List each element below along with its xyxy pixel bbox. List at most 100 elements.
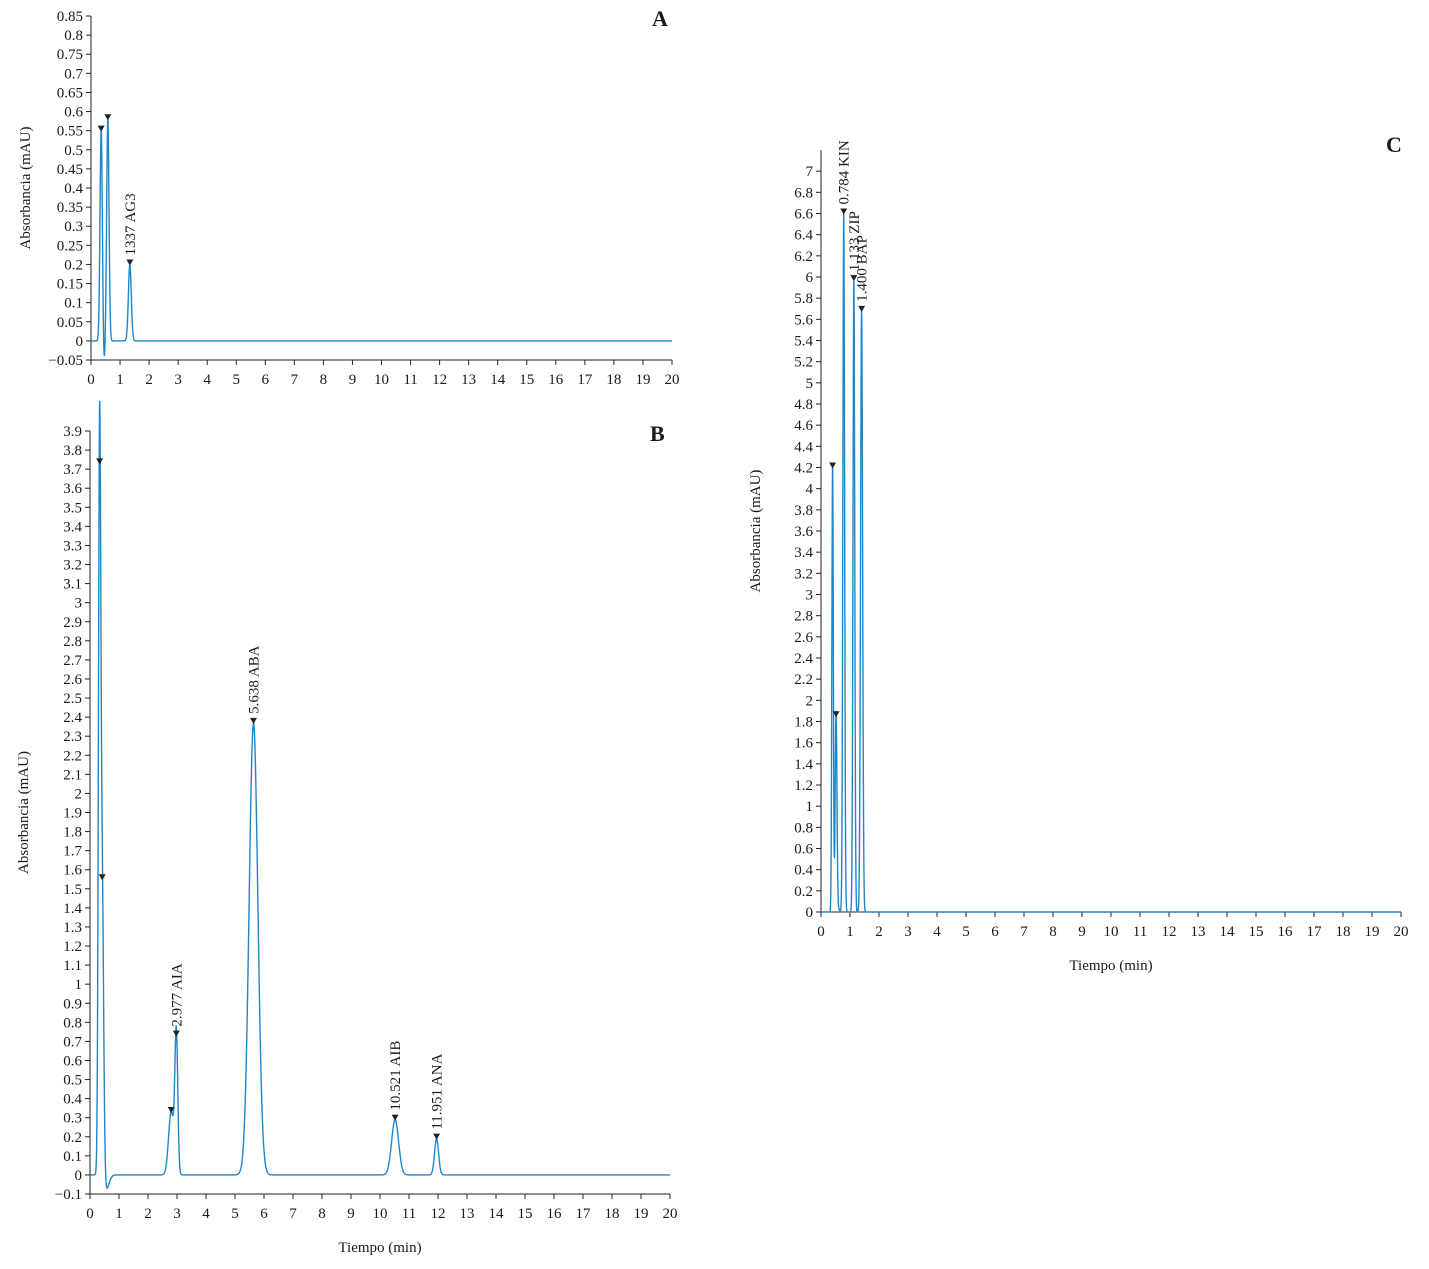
- panel-b-peak-marker: [250, 717, 258, 724]
- panel-c-y-tick-label: 1.6: [794, 736, 813, 752]
- panel-a-y-tick-label: 0.6: [64, 105, 83, 121]
- panel-c-letter: C: [1386, 132, 1402, 157]
- panel-c-peak-marker: [829, 462, 837, 469]
- panel-b-y-tick-label: 3.5: [63, 500, 82, 516]
- panel-c-x-tick-label: 15: [1249, 924, 1264, 940]
- panel-b-peak-label: 5.638 ABA: [247, 645, 263, 714]
- panel-a-x-tick-label: 5: [233, 372, 241, 388]
- panel-c-y-tick-label: 2.8: [794, 609, 813, 625]
- panel-c-y-tick-label: 0.2: [794, 884, 813, 900]
- panel-a-x-tick-label: 18: [606, 372, 621, 388]
- panel-b-y-tick-label: 2.2: [63, 748, 82, 764]
- panel-b-x-tick-label: 4: [202, 1206, 210, 1222]
- panel-c-y-tick-label: 3.8: [794, 503, 813, 519]
- panel-c-peak-label: 1.400 BAP: [855, 235, 871, 302]
- panel-a-peak-marker: [97, 125, 105, 132]
- panel-c-x-tick-label: 3: [904, 924, 912, 940]
- panel-a-x-tick-label: 1: [116, 372, 124, 388]
- panel-b-y-tick-label: 2.5: [63, 691, 82, 707]
- panel-c-y-tick-label: 6.6: [794, 207, 813, 223]
- panel-a-y-tick-label: 0.2: [64, 257, 83, 273]
- panel-a-peak-label: 1337 AG3: [123, 193, 139, 255]
- panel-c-y-tick-label: 2: [806, 693, 814, 709]
- panel-a-y-tick-label: 0.45: [57, 162, 83, 178]
- panel-c-y-tick-label: 4.8: [794, 397, 813, 413]
- panel-a-peak-marker: [104, 114, 112, 121]
- panel-b-y-tick-label: 0.7: [63, 1034, 82, 1050]
- panel-a-y-tick-label: 0.3: [64, 219, 83, 235]
- panel-c-y-tick-label: 6: [806, 270, 814, 286]
- panel-b-y-tick-label: 3.3: [63, 538, 82, 554]
- panel-c-x-axis-title: Tiempo (min): [1069, 958, 1152, 974]
- panel-b-peak-label: 10.521 AIB: [388, 1041, 404, 1111]
- panel-a-x-tick-label: 15: [519, 372, 534, 388]
- panel-b-y-tick-label: 2: [75, 786, 83, 802]
- panel-b-y-tick-label: 3.9: [63, 424, 82, 440]
- panel-b-x-tick-label: 17: [576, 1206, 592, 1222]
- panel-a-y-tick-label: 0.55: [57, 124, 83, 140]
- panel-b-x-tick-label: 8: [318, 1206, 326, 1222]
- panel-b-y-tick-label: 0.3: [63, 1111, 82, 1127]
- panel-b-y-axis-title: Absorbancia (mAU): [16, 751, 32, 874]
- panel-a-x-tick-label: 4: [203, 372, 211, 388]
- panel-b-y-tick-label: 1.8: [63, 825, 82, 841]
- panel-b-y-tick-label: 2.7: [63, 653, 82, 669]
- panel-a-y-tick-label: −0.05: [48, 353, 83, 369]
- panel-b-x-tick-label: 11: [402, 1206, 416, 1222]
- panel-a-y-tick-label: 0.7: [64, 66, 83, 82]
- panel-b-y-tick-label: 3.8: [63, 443, 82, 459]
- panel-b-y-tick-label: 2.6: [63, 672, 82, 688]
- panel-c-peak-marker: [832, 711, 840, 718]
- panel-c-y-tick-label: 1.2: [794, 778, 813, 794]
- panel-b-x-tick-label: 1: [115, 1206, 123, 1222]
- panel-b-x-tick-label: 14: [489, 1206, 505, 1222]
- panel-b-y-tick-label: 0: [75, 1168, 83, 1184]
- panel-c-y-tick-label: 5.2: [794, 355, 813, 371]
- panel-c-y-tick-label: 1.8: [794, 715, 813, 731]
- panel-b-y-tick-label: 2.4: [63, 710, 82, 726]
- panel-b-chart: B −0.100.10.20.30.40.50.60.70.80.911.11.…: [16, 400, 678, 1256]
- panel-b-y-tick-label: 3.7: [63, 462, 82, 478]
- panel-c-y-tick-label: 6.8: [794, 185, 813, 201]
- panel-b-y-tick-label: 1.2: [63, 939, 82, 955]
- panel-b-y-tick-label: 0.5: [63, 1073, 82, 1089]
- panel-a-y-tick-label: 0.5: [64, 143, 83, 159]
- panel-a-y-tick-label: 0.65: [57, 85, 83, 101]
- panel-b-y-tick-label: 1.9: [63, 806, 82, 822]
- panel-c-y-tick-label: 5.4: [794, 334, 813, 350]
- panel-c-x-tick-label: 13: [1191, 924, 1206, 940]
- panel-b-y-tick-label: 1.7: [63, 844, 82, 860]
- panel-a-y-tick-label: 0.35: [57, 200, 83, 216]
- panel-b-y-tick-label: 1.6: [63, 863, 82, 879]
- panel-a-x-tick-label: 2: [145, 372, 153, 388]
- panel-c-peak-marker: [858, 305, 866, 312]
- panel-c-y-tick-label: 3.2: [794, 566, 813, 582]
- panel-c-y-tick-label: 2.4: [794, 651, 813, 667]
- panel-c-y-tick-label: 0.8: [794, 820, 813, 836]
- panel-c-x-tick-label: 20: [1394, 924, 1409, 940]
- panel-c-y-tick-label: 4.4: [794, 439, 813, 455]
- panel-c-x-tick-label: 14: [1220, 924, 1236, 940]
- panel-c-chart: C 0 0.2 0.4 0.6 0.8 1 1.2 1.4 1.6 1.8 2 2.2 2.4 2.6 2.…: [748, 132, 1409, 974]
- panel-b-y-tick-label: 3: [75, 596, 83, 612]
- panel-b-trace-line: [90, 400, 670, 1189]
- panel-c-y-tick-label: 3: [806, 588, 814, 604]
- panel-a-y-tick-label: 0.1: [64, 296, 83, 312]
- panel-b-x-tick-label: 13: [460, 1206, 475, 1222]
- panel-b-y-tick-label: 0.4: [63, 1092, 82, 1108]
- panel-a-x-tick-label: 9: [349, 372, 357, 388]
- panel-c-x-tick-label: 10: [1104, 924, 1119, 940]
- panel-b-x-tick-label: 6: [260, 1206, 268, 1222]
- panel-c-y-tick-label: 4.6: [794, 418, 813, 434]
- panel-c-x-tick-label: 1: [846, 924, 854, 940]
- panel-a-chart: A −0.0500.050.10.150.20.250.30.350.40.45…: [18, 6, 680, 388]
- panel-c-x-tick-label: 6: [991, 924, 999, 940]
- panel-b-peak-marker: [433, 1133, 441, 1140]
- panel-b-y-tick-label: 1.4: [63, 901, 82, 917]
- panel-a-x-tick-label: 12: [432, 372, 447, 388]
- panel-b-peak-marker: [98, 874, 106, 881]
- panel-c-x-tick-label: 16: [1278, 924, 1294, 940]
- panel-a-letter: A: [652, 6, 668, 31]
- panel-b-y-tick-label: 0.6: [63, 1053, 82, 1069]
